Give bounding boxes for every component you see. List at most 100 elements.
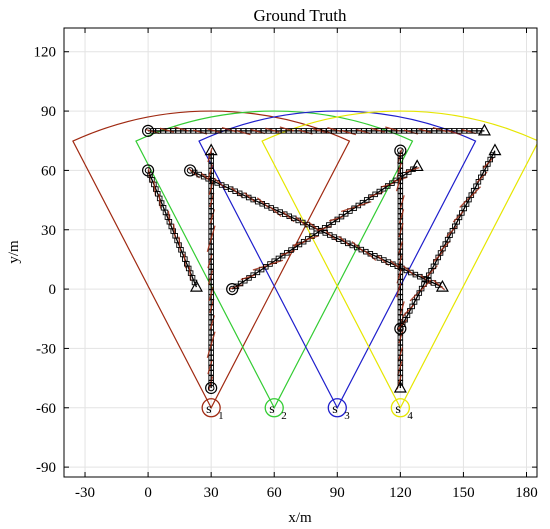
- measurement-marker: [300, 238, 307, 245]
- measurement-marker: [397, 274, 404, 280]
- estimate-mark: [447, 130, 462, 136]
- trajectory-start-marker: [394, 322, 407, 335]
- estimate-mark: [364, 250, 377, 261]
- estimate-mark: [328, 215, 344, 222]
- measurement-marker: [376, 188, 383, 195]
- trajectory-end-marker: [435, 279, 449, 292]
- estimate-mark: [397, 347, 403, 362]
- measurement-marker: [288, 247, 294, 253]
- estimate-mark: [395, 177, 402, 192]
- sensor-circle: [201, 398, 221, 418]
- x-tick-label: 90: [330, 485, 345, 501]
- trajectory-start-marker: [184, 164, 197, 177]
- sensor-label: s: [332, 402, 337, 417]
- measurement-marker: [208, 314, 214, 321]
- axis-ticks: -30 0 30 60 90 120 150 180 -90 -60 -30 0 30 60 90 120: [34, 28, 538, 501]
- estimate-mark: [243, 192, 256, 203]
- estimate-mark: [282, 211, 295, 223]
- sensor-circle: [264, 398, 284, 418]
- estimate-mark: [256, 197, 269, 208]
- measurement-marker: [368, 194, 374, 200]
- measurement-marker: [397, 370, 404, 376]
- estimate-mark: [351, 241, 364, 252]
- trajectory-end-marker: [488, 143, 502, 156]
- estimate-mark: [207, 376, 214, 391]
- y-tick-label: 90: [41, 104, 56, 120]
- estimate-mark: [172, 223, 176, 239]
- y-tick-label: 60: [41, 163, 56, 179]
- estimate-mark: [207, 360, 213, 375]
- estimate-mark: [240, 274, 255, 281]
- measurement-marker: [208, 359, 214, 366]
- measurement-marker: [397, 193, 404, 199]
- estimate-mark: [469, 186, 481, 198]
- estimate-mark: [399, 301, 405, 316]
- measurement-marker: [397, 157, 404, 164]
- trajectory: [394, 143, 502, 335]
- measurement-marker: [397, 299, 404, 305]
- measurement-marker: [208, 299, 214, 305]
- y-tick-label: -90: [36, 460, 56, 476]
- estimate-mark: [221, 127, 237, 133]
- estimate-mark: [327, 127, 342, 133]
- measurement-marker: [208, 365, 214, 371]
- measurement-marker: [208, 178, 214, 184]
- estimate-mark: [252, 264, 267, 271]
- measurement-marker: [208, 375, 214, 381]
- estimate-mark: [397, 241, 403, 256]
- measurement-marker: [279, 252, 286, 259]
- measurement-marker: [397, 264, 404, 270]
- estimate-mark: [396, 319, 408, 331]
- estimate-mark: [369, 191, 384, 198]
- measurement-marker: [313, 230, 320, 237]
- x-tick-label: -30: [75, 485, 95, 501]
- estimate-mark: [420, 279, 432, 292]
- estimate-mark: [207, 270, 214, 285]
- trajectory-start-inner: [186, 167, 194, 174]
- measurement-marker: [397, 380, 404, 386]
- estimate-mark: [312, 128, 328, 134]
- estimate-mark: [207, 253, 213, 269]
- measurement-marker: [351, 205, 357, 212]
- measurement-marker: [208, 248, 214, 255]
- plot-frame: [63, 27, 538, 478]
- estimate-mark: [398, 329, 404, 344]
- estimate-mark: [432, 127, 448, 133]
- estimate-mark: [433, 279, 446, 291]
- trajectory-end-marker: [204, 143, 218, 156]
- measurement-marker: [208, 223, 214, 230]
- trajectory-start-inner: [228, 285, 236, 293]
- estimate-mark: [340, 206, 356, 213]
- measurement-marker: [263, 264, 269, 270]
- estimate-mark: [482, 157, 494, 169]
- trajectory: [141, 123, 491, 137]
- trajectory-start-marker: [205, 381, 218, 395]
- trajectory-end-marker: [410, 159, 424, 172]
- sensor-label: s: [395, 402, 400, 417]
- x-tick-label: 150: [452, 485, 475, 501]
- sensor-circle: [390, 398, 411, 418]
- measurement-marker: [208, 329, 214, 336]
- measurement-marker: [208, 193, 214, 199]
- trajectory-start-inner: [397, 325, 404, 332]
- sensor-index: 3: [344, 410, 350, 422]
- y-tick-label: 0: [49, 282, 57, 298]
- measurement-marker: [208, 208, 214, 214]
- measurement-marker: [208, 163, 214, 169]
- estimate-mark: [370, 127, 385, 133]
- measurement-marker: [397, 218, 404, 225]
- measurement-marker: [389, 180, 395, 186]
- estimate-mark: [409, 290, 421, 302]
- measurement-marker: [208, 152, 214, 159]
- estimate-mark: [398, 209, 405, 224]
- trajectory-start-marker: [141, 124, 155, 137]
- x-tick-label: 30: [204, 485, 219, 501]
- measurement-marker: [397, 354, 404, 361]
- estimate-mark: [265, 127, 280, 133]
- measurement-marker: [208, 354, 214, 361]
- estimate-mark: [403, 304, 415, 316]
- sensor-label: s: [206, 402, 211, 417]
- estimate-mark: [459, 196, 471, 208]
- measurement-marker: [250, 272, 256, 278]
